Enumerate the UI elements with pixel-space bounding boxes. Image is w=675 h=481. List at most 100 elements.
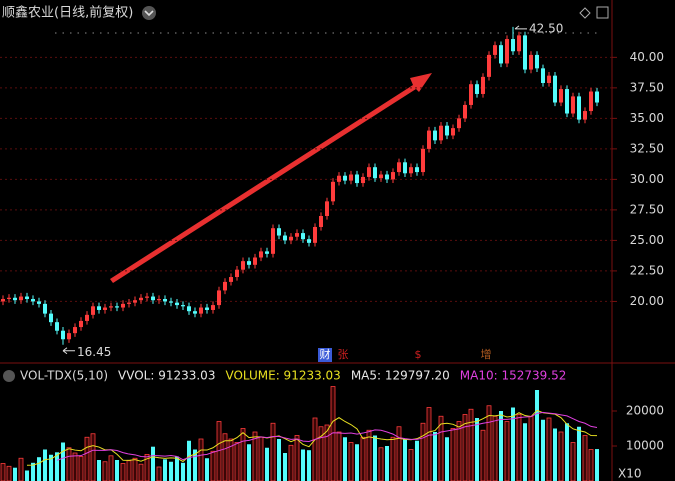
candle-body: [31, 298, 35, 302]
volume-bar: [390, 436, 396, 481]
volume-bar: [385, 446, 389, 481]
volume-bar: [49, 454, 53, 481]
candle-body: [133, 300, 137, 303]
window-icon[interactable]: [596, 6, 609, 19]
event-marker-bg: [318, 348, 332, 362]
volume-bar: [360, 436, 366, 481]
trend-arrow: [110, 73, 432, 283]
volume-bar: [31, 462, 35, 481]
volume-bar: [18, 457, 24, 481]
volume-bar: [324, 424, 330, 481]
volume-bar: [366, 429, 372, 481]
candle-body: [61, 330, 65, 340]
candle-body: [391, 172, 395, 180]
volume-bar: [252, 431, 258, 481]
candle-body: [445, 125, 449, 136]
volume-bar: [318, 426, 324, 481]
candle-body: [565, 89, 569, 114]
candle-body: [361, 176, 365, 184]
volume-bar: [72, 452, 78, 481]
y-tick-label: 22.50: [630, 263, 664, 277]
volume-bar: [90, 433, 96, 481]
volume-bar: [198, 438, 204, 481]
y-tick-label: 27.50: [630, 202, 664, 216]
candle-body: [415, 167, 419, 173]
volume-bar: [258, 436, 264, 481]
candle-body: [175, 302, 179, 306]
candle-body: [559, 89, 563, 103]
candle-body: [277, 228, 281, 236]
volume-bar: [445, 437, 449, 481]
unit-label: X10: [618, 467, 642, 481]
indicator-label: VVOL: 91233.03: [118, 369, 215, 383]
volume-bar: [108, 455, 114, 481]
event-marker-bg: [479, 348, 493, 362]
indicator-icon[interactable]: [3, 370, 15, 382]
volume-bar: [582, 435, 588, 481]
annotation-arrow: [62, 347, 75, 355]
volume-bar: [577, 426, 581, 481]
candle-body: [553, 75, 557, 103]
volume-bar: [528, 415, 534, 481]
candle-body: [403, 162, 407, 174]
ma-line: [56, 411, 598, 461]
volume-bar: [511, 407, 515, 481]
volume-bar: [66, 447, 72, 481]
candle-body: [55, 322, 59, 331]
candle-body: [577, 96, 581, 120]
dropdown-icon[interactable]: [142, 6, 156, 20]
volume-bar: [0, 463, 6, 481]
candle-body: [571, 96, 575, 114]
volume-bar: [156, 466, 162, 481]
candle-body: [469, 84, 473, 105]
event-marker: 财: [320, 347, 331, 361]
volume-bar: [516, 414, 522, 481]
candle-body: [25, 296, 29, 299]
toggle-icon[interactable]: [579, 7, 591, 19]
y-tick-label: 35.00: [630, 111, 664, 125]
candle-body: [91, 306, 95, 315]
candle-body: [151, 296, 155, 301]
volume-bar: [433, 432, 437, 481]
candle-body: [223, 281, 227, 291]
candle-body: [67, 333, 71, 340]
candle-body: [187, 306, 191, 312]
candle-body: [373, 167, 377, 179]
volume-bar: [6, 465, 12, 481]
volume-bar: [37, 457, 41, 481]
candle-body: [193, 311, 197, 314]
annotation-arrow: [514, 25, 527, 30]
volume-bar: [355, 444, 359, 481]
candle-body: [49, 313, 53, 323]
volume-bar: [535, 390, 539, 481]
candle-body: [355, 174, 359, 184]
volume-bar: [408, 449, 414, 481]
candle-body: [349, 174, 353, 181]
volume-bar: [541, 419, 545, 481]
candle-body: [13, 297, 17, 301]
volume-bar: [169, 461, 173, 481]
volume-bar: [468, 408, 474, 481]
candle-body: [451, 128, 455, 136]
event-marker-bg: [336, 348, 350, 362]
candle-body: [301, 233, 305, 240]
volume-bar: [420, 422, 426, 481]
volume-bar: [336, 431, 342, 481]
candle-body: [433, 130, 437, 141]
candle-body: [295, 233, 299, 237]
candle-body: [331, 181, 335, 202]
candle-body: [505, 39, 509, 64]
candle-body: [493, 45, 497, 55]
volume-bar: [475, 418, 479, 481]
candle-body: [595, 91, 599, 103]
y-tick-label: 37.50: [630, 80, 664, 94]
candle-body: [127, 302, 131, 304]
volume-bar: [277, 439, 281, 481]
candle-body: [205, 307, 209, 310]
candle-body: [217, 290, 221, 306]
volume-bar: [438, 415, 444, 481]
volume-bar: [462, 414, 468, 481]
candle-body: [235, 269, 239, 278]
y-tick-label: 25.00: [630, 233, 664, 247]
candle-body: [289, 236, 293, 241]
